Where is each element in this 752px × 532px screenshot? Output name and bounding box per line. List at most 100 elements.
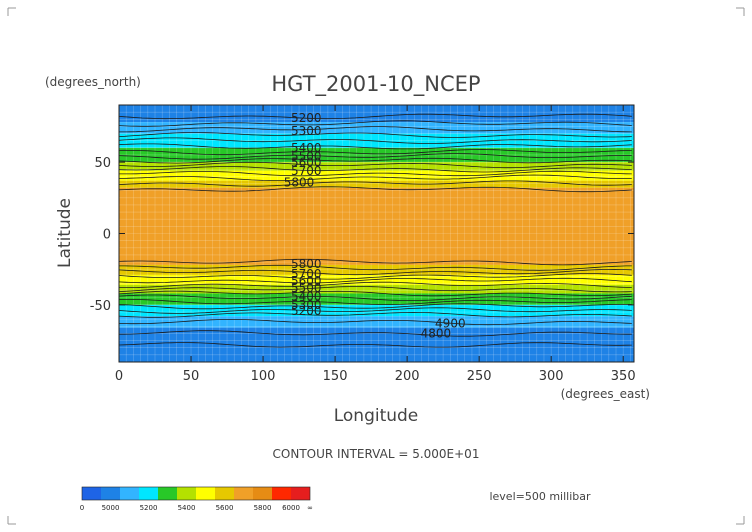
band-9 — [119, 274, 634, 285]
contour-line — [118, 286, 632, 293]
contour-label: 5300 — [291, 298, 322, 312]
contour-label: 5400 — [291, 290, 322, 304]
colorbar-label: 5000 — [102, 504, 120, 512]
contour-labels: 5200530054005500560057005800580057005600… — [284, 111, 466, 341]
x-tick-label: 350 — [611, 369, 636, 384]
contour-line — [119, 281, 632, 288]
contour-line — [118, 268, 632, 276]
contour-label: 5600 — [291, 155, 322, 169]
band-3 — [119, 147, 634, 163]
colorbar-swatch — [196, 487, 215, 500]
contour-line — [119, 330, 632, 337]
contour-label: 5800 — [284, 175, 315, 189]
contour-line — [118, 161, 632, 169]
colorbar: 0 5000 5200 5400 5600 5800 6000 ∞ — [80, 486, 313, 512]
colorbar-label: 5200 — [140, 504, 158, 512]
colorbar-swatch — [158, 487, 177, 500]
contour-line — [118, 137, 632, 144]
contour-label: 5700 — [291, 164, 322, 178]
colorbar-swatch — [215, 487, 234, 500]
colorbar-label: 0 — [80, 504, 84, 512]
y-tick-label: 50 — [94, 156, 111, 171]
band-5 — [119, 170, 634, 181]
contour-label: 5600 — [291, 274, 322, 288]
band-0 — [119, 105, 634, 123]
y-tick-label: 0 — [103, 228, 111, 243]
contour-line — [118, 113, 632, 120]
chart-title: HGT_2001-10_NCEP — [271, 72, 480, 97]
contour-label: 5500 — [291, 150, 322, 164]
x-tick-label: 300 — [539, 369, 564, 384]
band-6 — [119, 180, 634, 188]
contour-line — [118, 342, 632, 348]
colorbar-swatch — [139, 487, 158, 500]
x-axis-label: Longitude — [334, 406, 419, 426]
x-tick-label: 0 — [115, 369, 123, 384]
colorbar-swatch — [253, 487, 272, 500]
contour-line — [118, 273, 632, 280]
band-4 — [119, 162, 634, 171]
colorbar-swatch — [272, 487, 291, 500]
contour-line — [118, 258, 632, 266]
contour-line — [119, 126, 632, 133]
colorbar-label: 6000 — [282, 504, 300, 512]
contour-line — [118, 186, 632, 193]
x-tick-label: 250 — [467, 369, 492, 384]
contour-line — [118, 157, 632, 164]
colorbar-label: ∞ — [307, 504, 313, 512]
level-text: level=500 millibar — [489, 490, 591, 503]
colorbar-label: 5600 — [216, 504, 234, 512]
colorbar-label: 5800 — [254, 504, 272, 512]
contour-label: 5300 — [291, 124, 322, 138]
contour-line — [119, 170, 632, 177]
contour-label: 5800 — [291, 257, 322, 271]
contour-line — [118, 319, 632, 326]
contour-line — [118, 149, 632, 156]
x-tick-label: 50 — [183, 369, 200, 384]
colorbar-swatch — [82, 487, 101, 500]
colorbar-frame — [81, 486, 311, 501]
page-corners — [7, 7, 745, 525]
x-unit-label: (degrees_east) — [561, 387, 650, 401]
band-7 — [119, 187, 634, 265]
contour-line — [118, 180, 632, 187]
contour-line — [118, 294, 632, 301]
plot-area: 5200530054005500560057005800580057005600… — [90, 104, 636, 384]
x-tick-label: 200 — [395, 369, 420, 384]
contour-line — [118, 303, 632, 310]
contour-label: 5200 — [291, 304, 322, 318]
band-1 — [119, 122, 634, 134]
y-tick-label: -50 — [90, 299, 111, 314]
contour-line — [118, 290, 632, 297]
contour-label: 5400 — [291, 141, 322, 155]
contour-line — [119, 264, 632, 271]
contour-line — [118, 132, 632, 138]
contour-line — [118, 143, 632, 150]
colorbar-swatch — [177, 487, 196, 500]
y-axis-label: Latitude — [55, 198, 75, 268]
contour-line — [118, 299, 632, 305]
contour-label: 5200 — [291, 111, 322, 125]
band-13 — [119, 316, 634, 328]
band-10 — [119, 284, 634, 294]
contour-label: 4900 — [435, 317, 466, 331]
colorbar-swatch — [234, 487, 253, 500]
x-tick-label: 150 — [323, 369, 348, 384]
contour-label: 5500 — [291, 281, 322, 295]
contour-line — [118, 174, 632, 181]
contour-line — [118, 311, 632, 318]
contour-lines — [118, 113, 632, 348]
contour-line — [118, 166, 632, 173]
x-tick-label: 100 — [251, 369, 276, 384]
contour-line — [118, 120, 632, 127]
contour-line — [118, 153, 632, 160]
colorbar-swatch — [291, 487, 310, 500]
contour-line — [118, 307, 632, 314]
contour-interval-text: CONTOUR INTERVAL = 5.000E+01 — [273, 447, 480, 461]
y-unit-label: (degrees_north) — [45, 75, 141, 89]
colorbar-swatch — [101, 487, 120, 500]
contour-label: 5700 — [291, 267, 322, 281]
colorbar-label: 5400 — [178, 504, 196, 512]
colorbar-swatch — [120, 487, 139, 500]
